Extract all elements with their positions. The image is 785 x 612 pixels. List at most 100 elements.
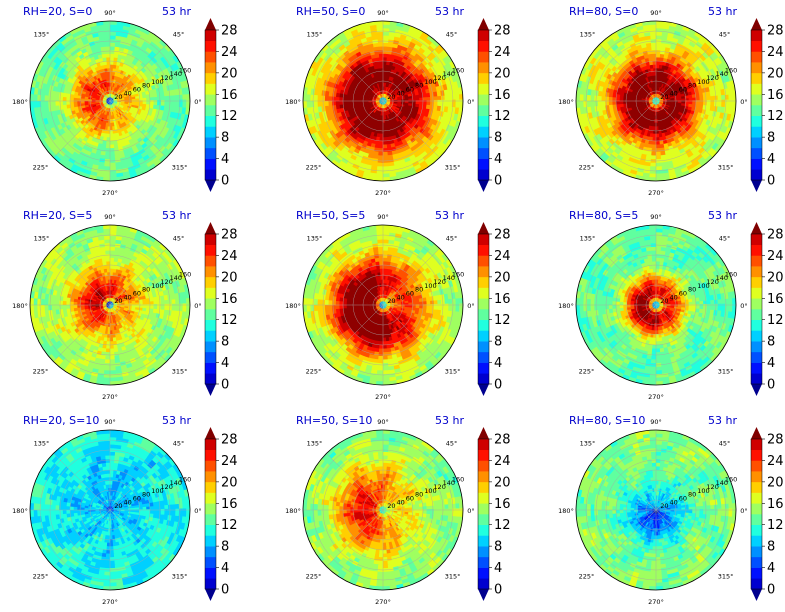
panel-title: RH=20, S=0: [23, 5, 92, 18]
colorbar-segment: [478, 72, 489, 84]
radial-tick-label: 40: [669, 293, 677, 301]
colorbar-tick-label: 12: [767, 313, 784, 328]
angle-tick-label: 180°: [12, 98, 28, 106]
colorbar-segment: [205, 40, 216, 52]
angle-tick-label: 45°: [173, 30, 185, 38]
colorbar-segment: [751, 51, 762, 63]
angle-tick-label: 270°: [102, 189, 118, 197]
colorbar-segment: [205, 266, 216, 278]
radial-tick-label: 40: [396, 498, 404, 506]
polar-grid: [575, 20, 737, 182]
colorbar-tick-label: 24: [221, 45, 238, 60]
radial-tick-label: 40: [669, 498, 677, 506]
colorbar-segment: [478, 319, 489, 331]
colorbar-segment: [751, 439, 762, 451]
angle-tick-label: 225°: [579, 164, 595, 172]
colorbar-segment: [478, 169, 489, 181]
angle-tick-label: 0°: [740, 302, 747, 310]
colorbar-segment: [478, 556, 489, 568]
colorbar-segment: [478, 51, 489, 63]
colorbar-segment: [478, 567, 489, 579]
colorbar-segment: [478, 40, 489, 52]
radial-tick-label: 20: [387, 502, 395, 510]
colorbar-over-arrow: [751, 427, 762, 439]
colorbar-tick-label: 8: [221, 335, 229, 350]
colorbar-segment: [205, 30, 216, 42]
colorbar-segment: [205, 492, 216, 504]
panel-4: RH=50, S=5 53 hr 90° 45° 0° 315° 270° 225° 180° 1…: [285, 209, 510, 401]
colorbar: 0 4 8 12 16 20 24 28: [750, 18, 784, 192]
colorbar-segment: [478, 481, 489, 493]
colorbar-tick-label: 12: [494, 109, 511, 124]
colorbar-over-arrow: [205, 427, 216, 439]
radial-tick-label: 160: [179, 66, 191, 74]
colorbar-segment: [751, 330, 762, 342]
colorbar-tick-label: 16: [494, 497, 511, 512]
colorbar-segment: [205, 471, 216, 483]
colorbar-segment: [478, 341, 489, 353]
colorbar-tick-label: 12: [221, 109, 238, 124]
colorbar-tick-label: 8: [494, 540, 502, 555]
colorbar-segment: [751, 105, 762, 117]
angle-tick-label: 315°: [172, 573, 188, 581]
colorbar-segment: [478, 503, 489, 515]
polar-grid: [575, 224, 737, 386]
colorbar-over-arrow: [205, 18, 216, 30]
radial-tick-label: 80: [415, 286, 423, 294]
colorbar-segment: [751, 276, 762, 288]
colorbar-segment: [478, 137, 489, 149]
colorbar-segment: [205, 244, 216, 256]
colorbar-tick-label: 20: [221, 475, 238, 490]
panel-time-label: 53 hr: [162, 5, 191, 18]
angle-tick-label: 90°: [104, 9, 116, 17]
colorbar-tick-label: 8: [221, 131, 229, 146]
radial-tick-label: 100: [424, 282, 436, 290]
colorbar-tick-label: 8: [767, 335, 775, 350]
colorbar-tick-label: 4: [494, 561, 502, 576]
radial-tick-label: 80: [688, 286, 696, 294]
colorbar: 0 4 8 12 16 20 24 28: [750, 222, 784, 396]
colorbar-tick-label: 0: [767, 174, 775, 189]
colorbar-segment: [478, 30, 489, 42]
angle-tick-label: 90°: [650, 213, 662, 221]
colorbar-over-arrow: [751, 222, 762, 234]
colorbar-segment: [751, 147, 762, 159]
radial-tick-label: 20: [660, 502, 668, 510]
colorbar-segment: [205, 439, 216, 451]
colorbar-over-arrow: [751, 18, 762, 30]
colorbar-segment: [205, 449, 216, 461]
polar-frame: [29, 20, 191, 182]
radial-tick-label: 40: [396, 89, 404, 97]
colorbar-tick-label: 8: [767, 540, 775, 555]
colorbar-segment: [205, 341, 216, 353]
colorbar-tick-label: 20: [221, 270, 238, 285]
radial-tick-label: 20: [114, 502, 122, 510]
colorbar-under-arrow: [205, 589, 216, 601]
angle-tick-label: 225°: [33, 573, 49, 581]
colorbar-segment: [751, 351, 762, 363]
colorbar-segment: [751, 309, 762, 321]
colorbar-segment: [751, 126, 762, 138]
colorbar: 0 4 8 12 16 20 24 28: [477, 222, 511, 396]
colorbar-tick-label: 24: [221, 249, 238, 264]
angle-tick-label: 45°: [719, 439, 731, 447]
colorbar-segment: [205, 72, 216, 84]
colorbar-tick-label: 28: [494, 24, 511, 39]
angle-tick-label: 315°: [718, 573, 734, 581]
colorbar-tick-label: 24: [767, 249, 784, 264]
colorbar-segment: [205, 503, 216, 515]
colorbar-segment: [751, 503, 762, 515]
colorbar-segment: [751, 115, 762, 127]
colorbar-segment: [751, 514, 762, 526]
radial-tick-label: 140: [170, 274, 182, 282]
colorbar-segment: [205, 126, 216, 138]
radial-tick-label: 160: [725, 475, 737, 483]
radial-tick-label: 120: [433, 74, 445, 82]
angle-tick-label: 135°: [580, 30, 596, 38]
radial-tick-label: 40: [123, 89, 131, 97]
polar-frame: [575, 20, 737, 182]
angle-tick-label: 315°: [445, 573, 461, 581]
radial-tick-label: 60: [406, 495, 414, 503]
colorbar-tick-label: 4: [767, 152, 775, 167]
radial-tick-label: 100: [697, 282, 709, 290]
